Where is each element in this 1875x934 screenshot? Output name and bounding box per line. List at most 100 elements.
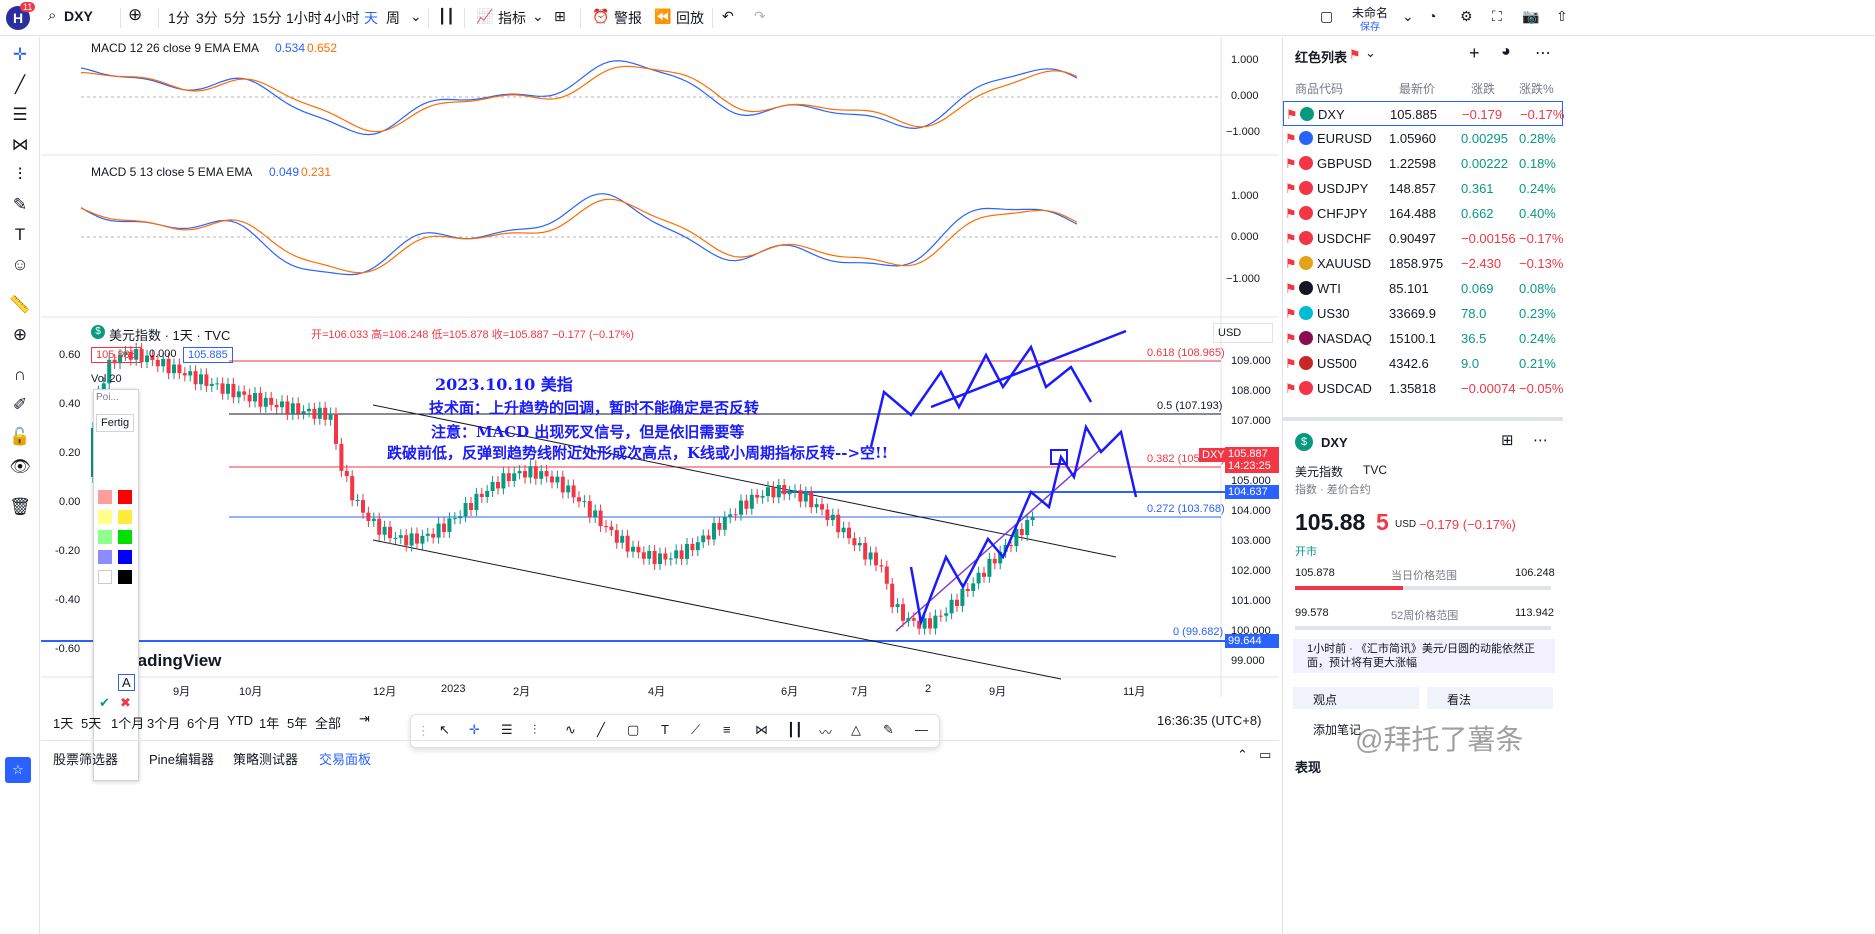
drawing-style-palette[interactable]: Poi... Fertig A ✔ ✖ [93, 389, 139, 781]
interval-1h[interactable]: 1小时 [286, 10, 322, 26]
note-line[interactable]: 跌破前低，反弹到趋势线附近处形成次高点，K线或小周期指标反转-->空!! [387, 444, 889, 462]
watchlist-row[interactable]: ⚑ WTI 85.101 0.069 0.08% [1283, 276, 1563, 301]
header-change-pct[interactable]: 涨跌% [1519, 82, 1554, 96]
goto-date-icon[interactable]: ⇥ [359, 711, 370, 726]
interval-1d[interactable]: 天 [364, 10, 378, 26]
indicators-button[interactable]: 指标 [498, 10, 526, 26]
brush-icon[interactable]: ✎ [883, 722, 894, 737]
search-icon[interactable]: ⌕ [48, 7, 57, 24]
fertig-button[interactable]: Fertig [96, 414, 135, 432]
range-3m[interactable]: 3个月 [147, 716, 181, 731]
watchlist-row[interactable]: ⚑ GBPUSD 1.22598 0.00222 0.18% [1283, 151, 1563, 176]
flag-icon[interactable]: ⚑ [1285, 331, 1297, 346]
flag-icon[interactable]: ⚑ [1285, 381, 1297, 396]
fullscreen-layout-icon[interactable]: ▢ [1320, 8, 1334, 24]
tab-screener[interactable]: 股票筛选器 [53, 752, 119, 767]
interval-15m[interactable]: 15分 [252, 10, 282, 26]
color-swatch[interactable] [98, 510, 112, 524]
header-price[interactable]: 最新价 [1399, 82, 1436, 96]
more-icon[interactable]: ⋯ [1535, 45, 1551, 62]
tab-pine-editor[interactable]: Pine编辑器 [149, 752, 215, 767]
indicators-icon[interactable]: 📈 [476, 8, 494, 24]
watchlist-row[interactable]: ⚑ NASDAQ 15100.1 36.5 0.24% [1283, 326, 1563, 351]
line-icon[interactable]: ╱ [597, 722, 605, 737]
minds-button[interactable]: 看法 [1427, 687, 1553, 709]
watchlist-row[interactable]: ⚑ DXY 105.885 −0.179 −0.17% [1283, 101, 1564, 126]
camera-icon[interactable]: 📷 [1522, 8, 1540, 24]
gear-icon[interactable]: ⚙ [1460, 8, 1473, 24]
chevron-down-icon[interactable]: ⌄ [1402, 8, 1414, 24]
text-icon[interactable]: T [661, 722, 669, 737]
triangle-icon[interactable]: △ [851, 722, 861, 737]
color-swatch[interactable] [98, 570, 112, 584]
layout-grid-icon[interactable]: ⊞ [1501, 432, 1514, 449]
fib-icon[interactable]: ☰ [12, 105, 28, 124]
interval-5m[interactable]: 5分 [224, 10, 246, 26]
interval-1w[interactable]: 周 [386, 10, 400, 26]
chevron-down-icon[interactable]: ⌄ [1365, 45, 1376, 60]
wave-icon[interactable]: 〰 [819, 725, 833, 740]
compare-plus-icon[interactable]: ⊕ [128, 5, 143, 24]
flag-icon[interactable]: ⚑ [1285, 356, 1297, 371]
flag-icon[interactable]: ⚑ [1286, 107, 1298, 122]
watchlist-title[interactable]: 红色列表 [1295, 50, 1348, 65]
more-icon[interactable]: ⋯ [1533, 432, 1548, 449]
flag-icon[interactable]: ⚑ [1285, 181, 1297, 196]
bars-icon[interactable]: ┃┃ [787, 722, 803, 737]
zoom-icon[interactable]: ⊕ [12, 325, 28, 344]
range-1m[interactable]: 1个月 [111, 716, 145, 731]
pattern-icon[interactable]: ⋈ [11, 135, 29, 154]
trendline-icon[interactable]: ╱ [14, 75, 26, 94]
close-icon[interactable]: ✖ [120, 695, 131, 710]
emoji-icon[interactable]: ☺ [11, 255, 29, 274]
flag-icon[interactable]: ⚑ [1285, 281, 1297, 296]
range-5d[interactable]: 5天 [81, 716, 102, 731]
fullscreen-icon[interactable]: ⛶ [1492, 8, 1502, 24]
color-swatch[interactable] [98, 530, 112, 544]
range-ytd[interactable]: YTD [227, 713, 253, 728]
range-all[interactable]: 全部 [315, 716, 342, 731]
advanced-view-icon[interactable]: ◕ [1501, 43, 1511, 60]
ray-icon[interactable]: ⟋ [691, 722, 701, 737]
flag-icon[interactable]: ⚑ [1285, 206, 1297, 221]
layout-save[interactable]: 保存 [1360, 22, 1380, 33]
watchlist-row[interactable]: ⚑ USDCAD 1.35818 −0.00074 −0.05% [1283, 376, 1563, 401]
replay-icon[interactable]: ⏪ [654, 8, 672, 24]
detail-name[interactable]: 美元指数 [1295, 465, 1344, 479]
quick-search-icon[interactable]: ◔ [1428, 8, 1437, 24]
path-icon[interactable]: ∿ [565, 722, 576, 737]
currency-select[interactable]: USD [1213, 323, 1273, 343]
publish-icon[interactable]: ⇧ [1556, 8, 1568, 24]
color-swatch[interactable] [98, 490, 112, 504]
templates-icon[interactable]: ⊞ [554, 8, 566, 24]
range-1y[interactable]: 1年 [259, 716, 280, 731]
replay-button[interactable]: 回放 [676, 10, 704, 26]
watchlist-row[interactable]: ⚑ EURUSD 1.05960 0.00295 0.28% [1283, 126, 1563, 151]
note-line[interactable]: 注意：MACD 出现死叉信号，但是依旧需要等 [431, 423, 745, 441]
color-swatch[interactable] [98, 550, 112, 564]
alarm-icon[interactable]: ⏰ [592, 8, 610, 24]
flag-icon[interactable]: ⚑ [1285, 131, 1297, 146]
header-change[interactable]: 涨跌 [1471, 82, 1496, 96]
flag-icon[interactable]: ⚑ [1285, 231, 1297, 246]
chart-area[interactable]: MACD 12 26 close 9 EMA EMA 0.534 0.652 1… [41, 37, 1279, 781]
cursor-icon[interactable]: ↖ [439, 722, 450, 737]
chevron-down-icon[interactable]: ⌄ [532, 8, 544, 24]
interval-1m[interactable]: 1分 [168, 10, 190, 26]
chart-canvas[interactable] [41, 37, 1279, 697]
crosshair-icon[interactable]: ✛ [469, 722, 480, 737]
watchlist-row[interactable]: ⚑ US500 4342.6 9.0 0.21% [1283, 351, 1563, 376]
brush-icon[interactable]: ✎ [12, 195, 28, 214]
symbol-search[interactable]: DXY [64, 8, 93, 24]
main-title[interactable]: 美元指数 · 1天 · TVC [109, 328, 231, 343]
drag-handle-icon[interactable]: ⋮ [417, 723, 430, 738]
range-1d[interactable]: 1天 [53, 716, 74, 731]
tab-strategy-tester[interactable]: 策略测试器 [233, 752, 299, 767]
minus-icon[interactable]: — [915, 722, 928, 737]
layout-name[interactable]: 未命名 [1352, 6, 1389, 20]
header-symbol[interactable]: 商品代码 [1295, 82, 1344, 96]
watchlist-row[interactable]: ⚑ USDJPY 148.857 0.361 0.24% [1283, 176, 1563, 201]
crosshair-icon[interactable]: ✛ [12, 45, 28, 64]
lock-icon[interactable]: 🔓 [9, 427, 31, 446]
range-6m[interactable]: 6个月 [187, 716, 221, 731]
